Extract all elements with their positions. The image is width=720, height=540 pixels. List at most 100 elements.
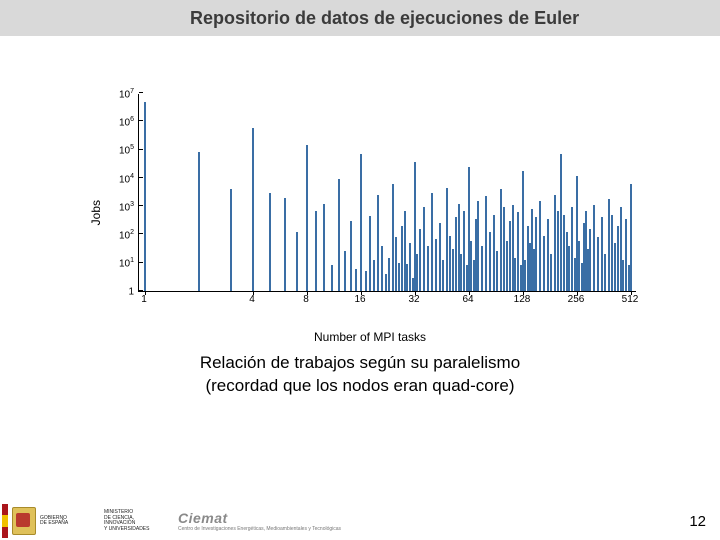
bar (388, 258, 390, 291)
bar (252, 128, 254, 291)
x-tick-label: 8 (303, 294, 309, 305)
x-tick-label: 512 (622, 294, 639, 305)
bar (547, 219, 549, 291)
bar (404, 211, 406, 291)
bar (485, 196, 487, 291)
bar (350, 221, 352, 291)
bar (427, 246, 429, 291)
bar (365, 271, 367, 291)
y-tick-group: 1101102103104105106107 (100, 90, 134, 310)
coat-of-arms-icon (12, 507, 36, 535)
slide-header: Repositorio de datos de ejecuciones de E… (0, 0, 720, 36)
bar (509, 221, 511, 291)
ministry-text: MINISTERIODE CIENCIA, INNOVACIÓNY UNIVER… (104, 510, 164, 532)
bar (296, 232, 298, 291)
bar (489, 232, 491, 291)
jobs-vs-mpi-chart: Jobs Number of MPI tasks 110110210310410… (100, 90, 640, 310)
x-tick-label: 64 (462, 294, 473, 305)
y-tick-label: 106 (119, 116, 134, 128)
bar (323, 204, 325, 291)
x-tick-label: 256 (568, 294, 585, 305)
bar (439, 223, 441, 291)
bar (608, 199, 610, 291)
bar (455, 217, 457, 291)
caption-line1: Relación de trabajos según su paralelism… (200, 353, 520, 372)
bar (449, 236, 451, 291)
bar (435, 239, 437, 291)
bar (566, 232, 568, 291)
x-tick-label: 128 (514, 294, 531, 305)
bar (506, 241, 508, 291)
plot-area (138, 94, 636, 292)
government-logo: GOBIERNODE ESPAÑA MINISTERIODE CIENCIA, … (12, 506, 164, 536)
bar (593, 205, 595, 291)
bar (543, 236, 545, 291)
bar (284, 198, 286, 291)
bar (604, 254, 606, 291)
y-tick-label: 105 (119, 144, 134, 156)
bar (481, 246, 483, 291)
bar (496, 251, 498, 291)
bar (144, 102, 146, 291)
bar (614, 243, 616, 291)
ciemat-subtitle: Centro de Investigaciones Energéticas, M… (178, 526, 341, 532)
y-tick-label: 107 (119, 88, 134, 100)
x-axis-label: Number of MPI tasks (314, 330, 426, 344)
government-text: GOBIERNODE ESPAÑA (40, 516, 100, 527)
bar (500, 189, 502, 291)
bar (360, 154, 362, 291)
bar (458, 204, 460, 291)
bar (560, 154, 562, 291)
bar (381, 246, 383, 291)
bar (597, 237, 599, 291)
bar (198, 152, 200, 291)
bar (398, 263, 400, 291)
bar (557, 211, 559, 291)
bar (355, 269, 357, 291)
bar (315, 211, 317, 291)
bar (620, 207, 622, 291)
x-tick-label: 1 (141, 294, 147, 305)
bar (423, 207, 425, 291)
bar (493, 215, 495, 291)
x-tick-label: 4 (249, 294, 255, 305)
y-tick-label: 102 (119, 229, 134, 241)
ciemat-wordmark: Ciemat (178, 510, 228, 526)
spain-flag-strip (2, 504, 8, 538)
bar (554, 195, 556, 291)
bar (477, 201, 479, 291)
bar (369, 216, 371, 291)
bar (589, 229, 591, 291)
bar (512, 205, 514, 291)
bar (392, 184, 394, 291)
bar (601, 217, 603, 291)
bar (395, 237, 397, 291)
bar (344, 251, 346, 291)
slide-footer: GOBIERNODE ESPAÑA MINISTERIODE CIENCIA, … (0, 502, 720, 540)
ciemat-logo: Ciemat Centro de Investigaciones Energét… (178, 510, 341, 532)
bar (338, 179, 340, 291)
bar (373, 260, 375, 291)
bar (401, 226, 403, 291)
bar (539, 201, 541, 291)
bar (611, 215, 613, 291)
slide-title: Repositorio de datos de ejecuciones de E… (190, 8, 579, 29)
bar (446, 188, 448, 291)
bar (563, 215, 565, 291)
bar (331, 265, 333, 291)
bar (230, 189, 232, 291)
bar (630, 184, 632, 291)
y-tick-label: 1 (128, 287, 134, 298)
bar (550, 254, 552, 291)
x-tick-label: 32 (408, 294, 419, 305)
bar (442, 260, 444, 291)
bar (269, 193, 271, 291)
bar (503, 207, 505, 291)
bar (306, 145, 308, 291)
y-tick-label: 104 (119, 173, 134, 185)
y-tick-label: 101 (119, 258, 134, 270)
bar (431, 193, 433, 291)
bar (385, 274, 387, 291)
page-number: 12 (689, 513, 706, 530)
bar (452, 249, 454, 291)
